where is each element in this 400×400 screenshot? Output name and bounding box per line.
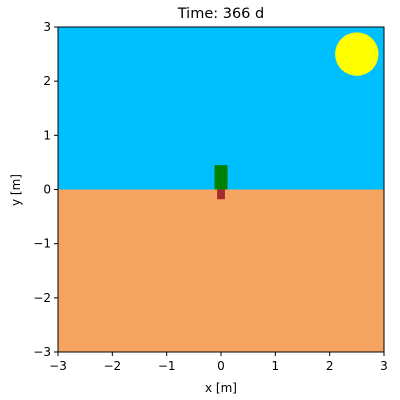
x-tick-label: −2 — [103, 359, 121, 373]
x-tick-label: 3 — [380, 359, 388, 373]
x-tick-label: −3 — [49, 359, 67, 373]
plant-shoot — [214, 165, 227, 189]
y-tick-label: 3 — [43, 20, 51, 34]
y-tick-label: −2 — [33, 291, 51, 305]
y-tick-label: 0 — [43, 183, 51, 197]
x-axis-label: x [m] — [205, 381, 237, 395]
y-tick-label: −3 — [33, 345, 51, 359]
soil-region — [58, 190, 384, 353]
x-tick-label: 2 — [326, 359, 334, 373]
chart-title: Time: 366 d — [177, 6, 264, 22]
y-tick-label: 1 — [43, 128, 51, 142]
y-tick-label: 2 — [43, 74, 51, 88]
y-axis-label: y [m] — [9, 174, 23, 206]
y-tick-label: −1 — [33, 237, 51, 251]
x-tick-label: −1 — [158, 359, 176, 373]
plot-area — [58, 27, 384, 352]
sun — [335, 32, 378, 75]
plant-root — [217, 190, 225, 200]
x-tick-label: 0 — [217, 359, 225, 373]
x-tick-label: 1 — [272, 359, 280, 373]
